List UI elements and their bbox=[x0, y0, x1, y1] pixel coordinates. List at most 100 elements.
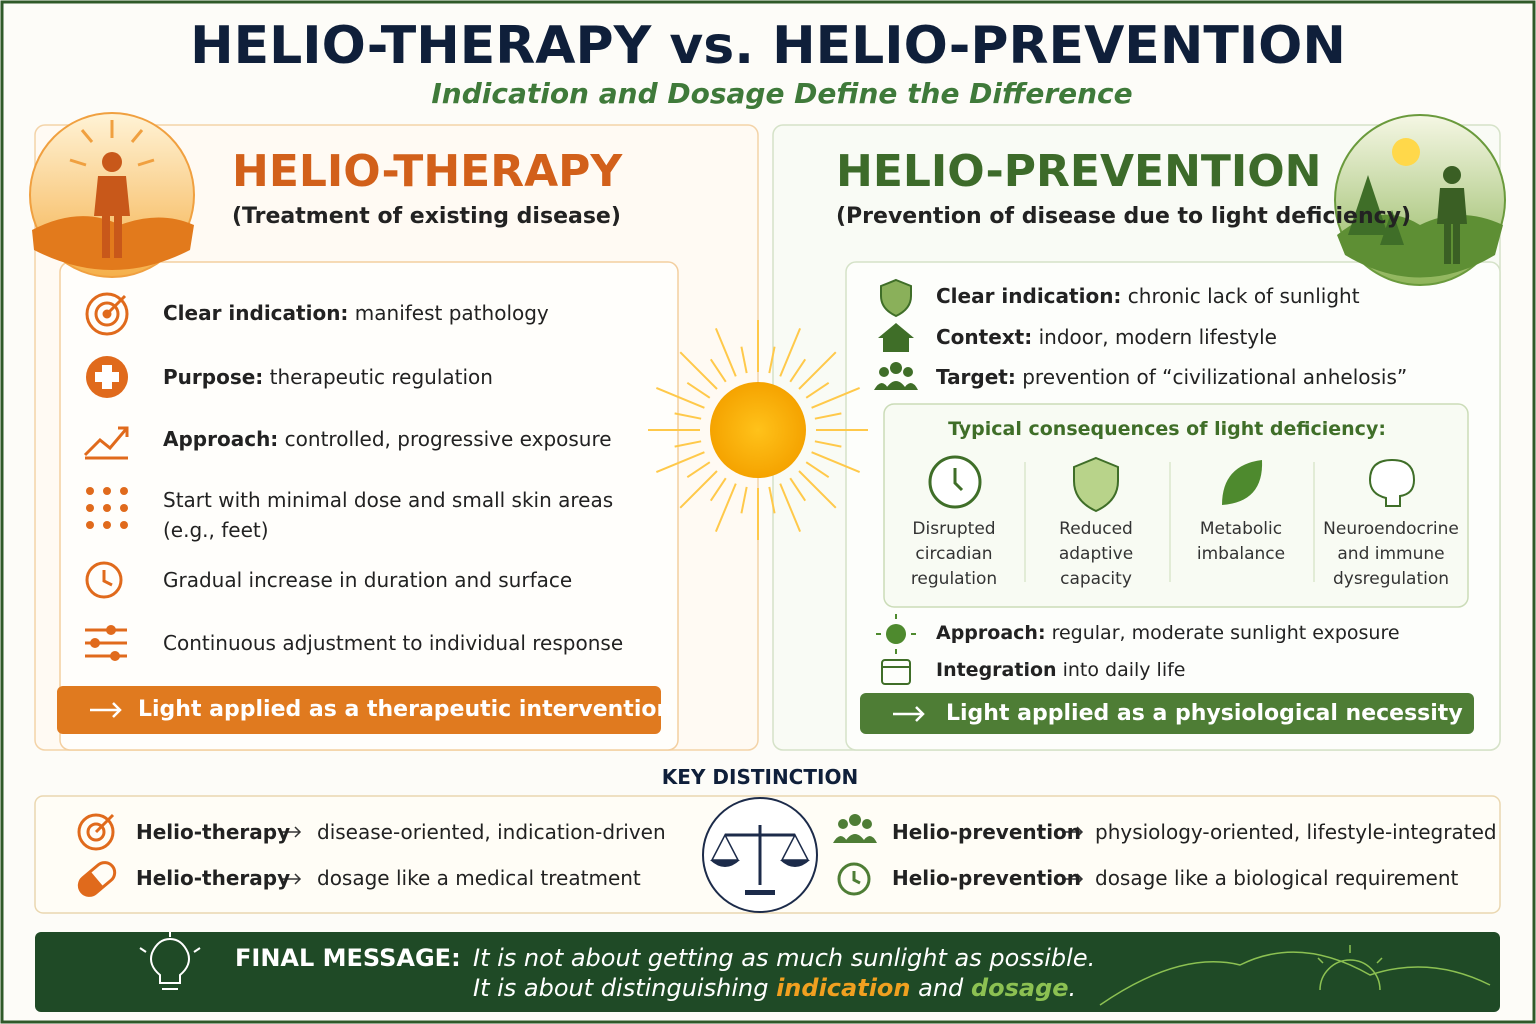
item: Approach: regular, moderate sunlight exp… bbox=[936, 624, 1400, 643]
decoration bbox=[94, 176, 130, 258]
decoration bbox=[881, 659, 911, 685]
decoration bbox=[710, 860, 810, 895]
consequence: Metabolic imbalance bbox=[1171, 517, 1311, 567]
conclusion: Light applied as a physiological necessi… bbox=[946, 701, 1463, 726]
arrow-head bbox=[294, 826, 302, 838]
sun-ray bbox=[789, 477, 807, 502]
item: Context: indoor, modern lifestyle bbox=[936, 327, 1277, 347]
item-text: Continuous adjustment to individual resp… bbox=[163, 631, 624, 655]
item: Approach: controlled, progressive exposu… bbox=[163, 429, 612, 449]
arrow-head bbox=[1076, 873, 1084, 885]
sun-ray bbox=[798, 470, 837, 509]
key-text: dosage like a medical treatment bbox=[317, 866, 641, 890]
dot bbox=[103, 487, 111, 495]
sun-ray bbox=[805, 461, 830, 479]
item: Purpose: therapeutic regulation bbox=[163, 367, 493, 387]
item: Integration into daily life bbox=[936, 661, 1186, 680]
line: Reduced bbox=[1059, 519, 1133, 539]
decoration bbox=[1392, 138, 1420, 166]
decoration bbox=[648, 320, 868, 540]
key-text: dosage like a biological requirement bbox=[1095, 866, 1459, 890]
decoration bbox=[139, 947, 147, 953]
highlight: indication bbox=[776, 974, 911, 1002]
line: Neuroendocrine bbox=[1323, 519, 1459, 539]
sun-ray bbox=[674, 412, 702, 420]
decoration bbox=[876, 614, 916, 654]
decoration bbox=[1437, 188, 1467, 264]
dot bbox=[120, 521, 128, 529]
text: . bbox=[1068, 974, 1077, 1002]
decoration bbox=[57, 686, 661, 734]
decoration bbox=[915, 706, 925, 722]
decoration bbox=[1376, 957, 1383, 964]
key-text: physiology-oriented, lifestyle-integrate… bbox=[1095, 820, 1497, 844]
sun-ray bbox=[714, 327, 737, 377]
dot bbox=[120, 504, 128, 512]
sun-ray bbox=[686, 461, 711, 479]
line: regulation bbox=[910, 569, 998, 589]
decoration bbox=[86, 487, 128, 529]
section-title: KEY DISTINCTION bbox=[661, 765, 859, 789]
sun-ray bbox=[655, 386, 705, 409]
panel-title: HELIO-THERAPY bbox=[232, 146, 623, 197]
consequence: Neuroendocrine and immune dysregulation bbox=[1321, 517, 1461, 592]
sun-ray bbox=[709, 358, 727, 383]
item-label: Clear indication: bbox=[163, 301, 349, 325]
sun-ray bbox=[805, 381, 830, 399]
decoration bbox=[1443, 166, 1461, 184]
subtitle: Indication and Dosage Define the Differe… bbox=[431, 77, 1133, 110]
sun-ray bbox=[714, 483, 737, 533]
panel-subtitle: (Prevention of disease due to light defi… bbox=[836, 204, 1412, 229]
decoration bbox=[77, 813, 115, 851]
decoration bbox=[77, 813, 115, 851]
decoration bbox=[86, 822, 106, 842]
text: It is about distinguishing bbox=[473, 974, 769, 1002]
decoration bbox=[1222, 460, 1263, 505]
item-text: regular, moderate sunlight exposure bbox=[1051, 622, 1400, 644]
decoration bbox=[79, 871, 104, 896]
line: Metabolic bbox=[1199, 519, 1283, 539]
line: imbalance bbox=[1196, 544, 1286, 564]
decoration bbox=[879, 367, 889, 377]
decoration bbox=[95, 365, 119, 389]
text: and bbox=[918, 974, 964, 1002]
decoration bbox=[106, 625, 116, 635]
decoration bbox=[94, 813, 115, 834]
decoration bbox=[1348, 175, 1404, 245]
dot bbox=[86, 504, 94, 512]
decoration bbox=[1073, 456, 1119, 513]
sun-ray bbox=[768, 486, 776, 514]
decoration bbox=[874, 362, 918, 390]
sun-ray bbox=[814, 440, 842, 448]
decoration bbox=[85, 292, 129, 336]
sun-ray bbox=[811, 451, 861, 474]
item-text: (e.g., feet) bbox=[163, 518, 269, 542]
line: Disrupted bbox=[912, 519, 996, 539]
decoration bbox=[59, 261, 679, 751]
decoration bbox=[90, 638, 100, 648]
sun-ray bbox=[679, 351, 718, 390]
consequences-title: Typical consequences of light deficiency… bbox=[948, 418, 1386, 440]
decoration bbox=[137, 158, 155, 167]
decoration bbox=[69, 158, 87, 167]
decoration bbox=[102, 152, 122, 172]
decoration bbox=[118, 426, 129, 437]
sun-ray bbox=[768, 346, 776, 374]
key-label: Helio-therapy bbox=[136, 820, 291, 844]
item-text: manifest pathology bbox=[354, 301, 549, 325]
decoration bbox=[32, 216, 194, 270]
decoration bbox=[85, 561, 123, 599]
line: dysregulation bbox=[1332, 569, 1450, 589]
decoration bbox=[862, 819, 872, 829]
sun-ray bbox=[674, 440, 702, 448]
item-text: therapeutic regulation bbox=[269, 365, 493, 389]
highlight: dosage bbox=[970, 974, 1069, 1002]
decoration bbox=[849, 814, 861, 826]
panel-subtitle: (Treatment of existing disease) bbox=[232, 204, 621, 229]
item-text: into daily life bbox=[1062, 659, 1186, 681]
final-line: It is about distinguishing indication an… bbox=[473, 976, 1076, 1000]
key-label: Helio-therapy bbox=[136, 866, 291, 890]
key-label: Helio-prevention bbox=[892, 866, 1082, 890]
item-text: prevention of “civilizational anhelosis” bbox=[1022, 365, 1408, 389]
item-label: Purpose: bbox=[163, 365, 264, 389]
